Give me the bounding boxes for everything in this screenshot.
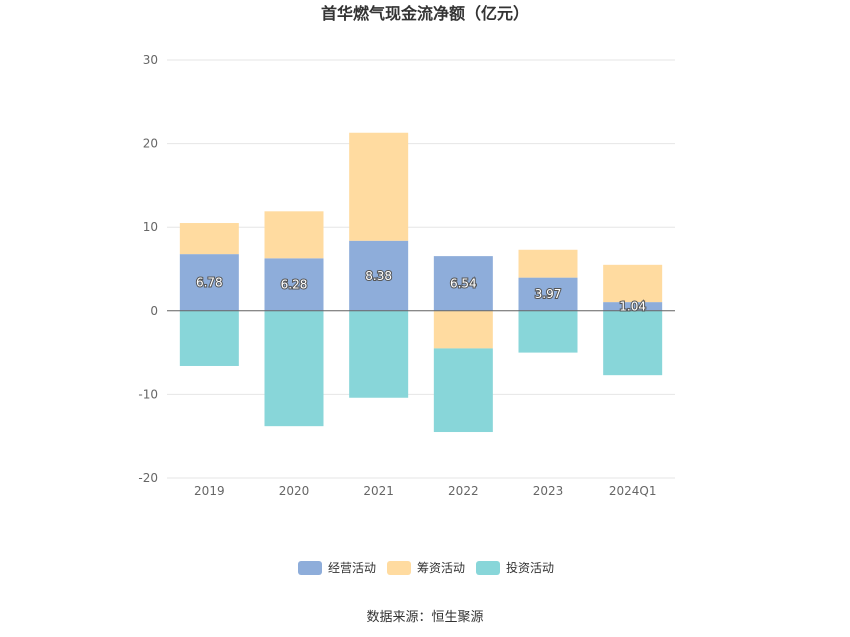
bar-series2-2024Q1	[603, 310, 663, 376]
y-axis-ticks: 30 20 10 0 -10 -20	[138, 53, 158, 485]
x-tick-label: 2021	[363, 484, 394, 498]
legend-swatch	[476, 561, 500, 575]
bar-series0-2022	[433, 256, 493, 311]
bar-series1-2023	[518, 249, 578, 278]
legend-label: 投资活动	[506, 560, 554, 575]
source-note: 数据来源：恒生聚源	[366, 610, 483, 625]
bar-series1-2024Q1	[603, 264, 663, 303]
data-label: 6.78	[196, 275, 223, 289]
y-tick-label: 20	[143, 137, 158, 151]
data-label: 6.54	[450, 276, 477, 290]
bar-series2-2022	[433, 348, 493, 433]
legend: 经营活动 筹资活动 投资活动	[298, 560, 554, 575]
data-labels: 6.78 6.28 8.38 6.54 3.97 1.04	[195, 268, 647, 315]
bar-series2-2020	[264, 310, 324, 427]
x-tick-label: 2019	[194, 484, 225, 498]
data-label: 6.28	[281, 278, 308, 292]
legend-label: 筹资活动	[417, 561, 465, 575]
data-label: 3.97	[535, 287, 562, 301]
x-tick-label: 2022	[448, 484, 479, 498]
legend-swatch	[298, 561, 322, 575]
y-tick-label: -10	[138, 387, 158, 401]
x-tick-label: 2020	[279, 484, 310, 498]
legend-label: 经营活动	[328, 561, 376, 575]
bar-series1-2020	[264, 211, 324, 259]
bar-series1-2021	[349, 132, 409, 241]
bar-series0-2023	[518, 277, 578, 311]
x-tick-label: 2023	[533, 484, 564, 498]
bar-series2-2023	[518, 310, 578, 353]
y-tick-label: 0	[150, 304, 158, 318]
bar-series2-2021	[349, 310, 409, 398]
bar-series1-2019	[179, 223, 239, 255]
bar-series1-2022	[433, 310, 493, 349]
bar-series2-2019	[179, 310, 239, 366]
y-tick-label: 10	[143, 220, 158, 234]
x-axis-ticks: 2019 2020 2021 2022 2023 2024Q1	[194, 484, 656, 498]
y-tick-label: -20	[138, 471, 158, 485]
bar-series0-2024Q1	[603, 302, 663, 311]
data-label: 1.04	[619, 299, 646, 313]
data-label: 8.38	[365, 269, 392, 283]
grid	[167, 59, 675, 479]
x-tick-label: 2024Q1	[609, 484, 657, 498]
y-tick-label: 30	[143, 53, 158, 67]
legend-swatch	[387, 561, 411, 575]
chart-title: 首华燃气现金流净额（亿元）	[321, 4, 529, 23]
bar-series0-2020	[264, 258, 324, 311]
bars	[179, 132, 663, 433]
bar-series0-2021	[349, 240, 409, 311]
bar-series0-2019	[179, 254, 239, 311]
